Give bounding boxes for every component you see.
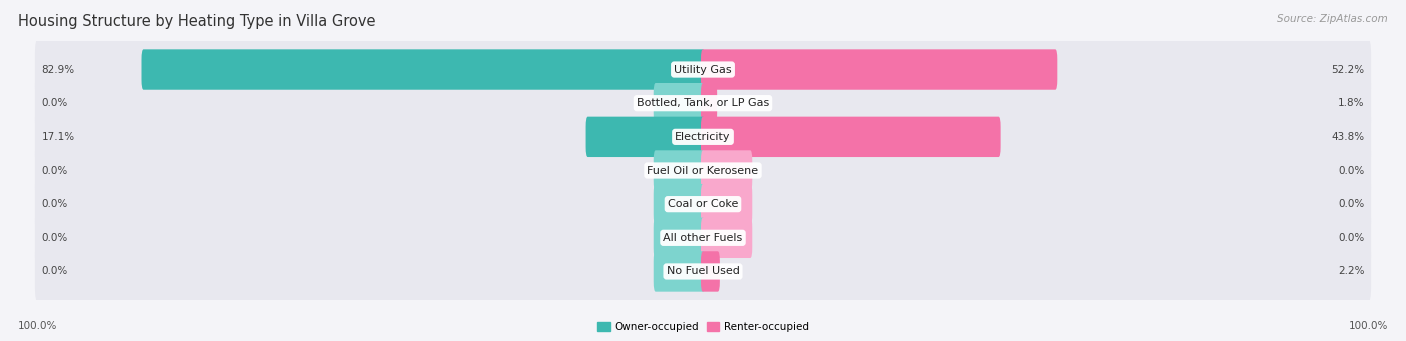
FancyBboxPatch shape [654,218,704,258]
Text: Housing Structure by Heating Type in Villa Grove: Housing Structure by Heating Type in Vil… [18,14,375,29]
FancyBboxPatch shape [702,150,752,191]
Text: 0.0%: 0.0% [1339,165,1364,176]
FancyBboxPatch shape [702,83,717,123]
Text: 0.0%: 0.0% [42,165,67,176]
Text: All other Fuels: All other Fuels [664,233,742,243]
Legend: Owner-occupied, Renter-occupied: Owner-occupied, Renter-occupied [598,322,808,332]
FancyBboxPatch shape [35,72,1371,134]
FancyBboxPatch shape [35,207,1371,269]
FancyBboxPatch shape [702,218,752,258]
Text: Fuel Oil or Kerosene: Fuel Oil or Kerosene [647,165,759,176]
FancyBboxPatch shape [142,49,704,90]
Text: No Fuel Used: No Fuel Used [666,266,740,277]
Text: 0.0%: 0.0% [1339,199,1364,209]
Text: 0.0%: 0.0% [42,98,67,108]
Text: 43.8%: 43.8% [1331,132,1364,142]
FancyBboxPatch shape [585,117,704,157]
FancyBboxPatch shape [35,38,1371,101]
Text: 82.9%: 82.9% [42,64,75,75]
Text: Bottled, Tank, or LP Gas: Bottled, Tank, or LP Gas [637,98,769,108]
FancyBboxPatch shape [654,251,704,292]
Text: Utility Gas: Utility Gas [675,64,731,75]
FancyBboxPatch shape [702,49,1057,90]
FancyBboxPatch shape [35,173,1371,235]
Text: Electricity: Electricity [675,132,731,142]
Text: 52.2%: 52.2% [1331,64,1364,75]
FancyBboxPatch shape [702,251,720,292]
FancyBboxPatch shape [654,184,704,224]
FancyBboxPatch shape [654,150,704,191]
Text: Coal or Coke: Coal or Coke [668,199,738,209]
Text: 0.0%: 0.0% [1339,233,1364,243]
Text: 0.0%: 0.0% [42,199,67,209]
Text: 0.0%: 0.0% [42,266,67,277]
Text: 2.2%: 2.2% [1339,266,1364,277]
FancyBboxPatch shape [702,117,1001,157]
FancyBboxPatch shape [35,240,1371,303]
Text: Source: ZipAtlas.com: Source: ZipAtlas.com [1277,14,1388,24]
Text: 1.8%: 1.8% [1339,98,1364,108]
Text: 100.0%: 100.0% [1348,321,1388,331]
Text: 17.1%: 17.1% [42,132,75,142]
FancyBboxPatch shape [702,184,752,224]
FancyBboxPatch shape [654,83,704,123]
FancyBboxPatch shape [35,106,1371,168]
Text: 0.0%: 0.0% [42,233,67,243]
Text: 100.0%: 100.0% [18,321,58,331]
FancyBboxPatch shape [35,139,1371,202]
